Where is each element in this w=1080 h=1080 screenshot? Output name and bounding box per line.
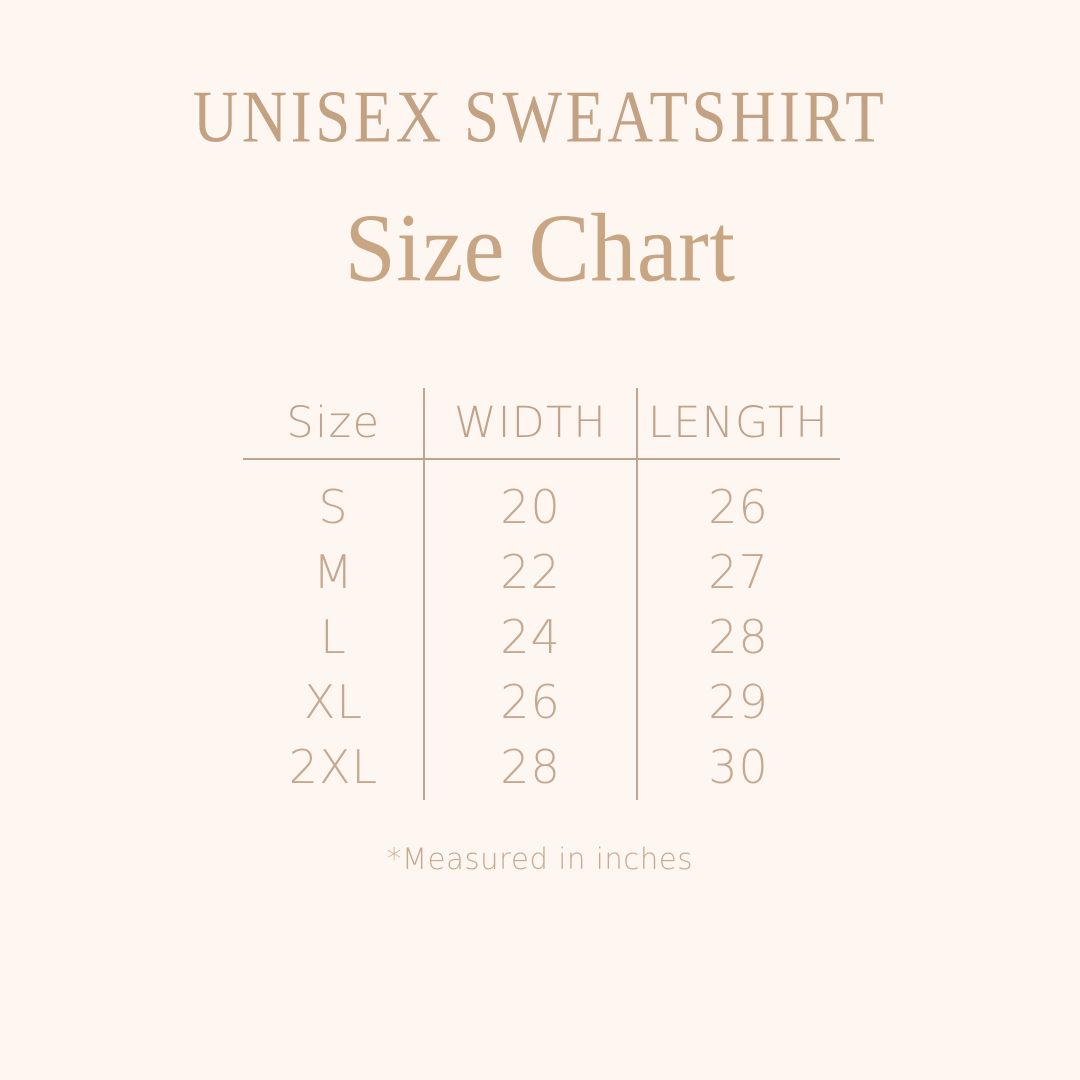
table-row: S 20 26 bbox=[243, 462, 840, 539]
cell-width: 22 bbox=[500, 544, 561, 599]
cell-width: 24 bbox=[500, 609, 561, 664]
cell-size: L bbox=[320, 609, 347, 664]
cell-size: M bbox=[313, 544, 354, 599]
column-header-size: Size bbox=[286, 398, 381, 448]
cell-size: 2XL bbox=[288, 739, 379, 794]
size-table-wrap: Size WIDTH LENGTH S 20 26 M 22 27 L bbox=[243, 388, 840, 800]
column-header-width: WIDTH bbox=[454, 398, 607, 448]
column-header-length: LENGTH bbox=[648, 398, 829, 448]
heading-block: UNISEX SWEATSHIRT Size Chart bbox=[0, 74, 1080, 302]
header-divider bbox=[243, 458, 840, 460]
column-divider-2 bbox=[636, 388, 638, 800]
size-table: Size WIDTH LENGTH S 20 26 M 22 27 L bbox=[243, 388, 840, 799]
table-row: 2XL 28 30 bbox=[243, 734, 840, 799]
cell-width: 20 bbox=[500, 479, 561, 534]
column-divider-1 bbox=[423, 388, 425, 800]
cell-length: 30 bbox=[708, 739, 769, 794]
cell-length: 28 bbox=[708, 609, 769, 664]
cell-length: 27 bbox=[708, 544, 769, 599]
measurement-footnote: *Measured in inches bbox=[386, 842, 694, 876]
table-body: S 20 26 M 22 27 L 24 28 XL 26 29 bbox=[243, 462, 840, 799]
cell-size: S bbox=[318, 479, 349, 534]
table-row: XL 26 29 bbox=[243, 669, 840, 734]
cell-width: 26 bbox=[500, 674, 561, 729]
table-row: M 22 27 bbox=[243, 539, 840, 604]
cell-width: 28 bbox=[500, 739, 561, 794]
table-header-row: Size WIDTH LENGTH bbox=[243, 388, 840, 462]
page-subtitle: Size Chart bbox=[344, 193, 736, 302]
cell-length: 29 bbox=[708, 674, 769, 729]
table-header: Size WIDTH LENGTH bbox=[243, 388, 840, 462]
cell-length: 26 bbox=[708, 479, 769, 534]
page-title: UNISEX SWEATSHIRT bbox=[192, 75, 888, 158]
table-row: L 24 28 bbox=[243, 604, 840, 669]
cell-size: XL bbox=[303, 674, 364, 729]
